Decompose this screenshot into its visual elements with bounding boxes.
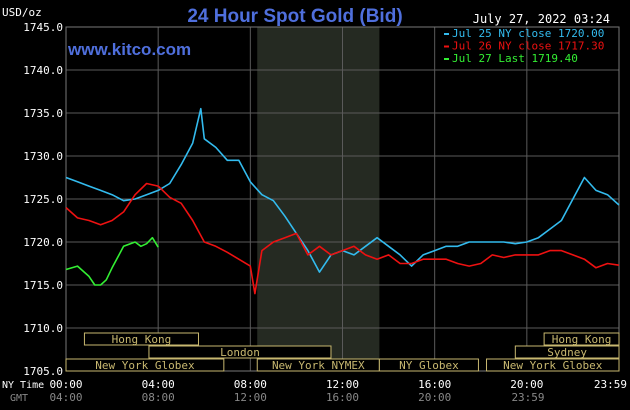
x-tick-label-gmt: 12:00: [234, 391, 267, 404]
x-tick-label-ny: 12:00: [326, 378, 359, 391]
session-label: Sydney: [547, 346, 587, 359]
session-bar: [65, 358, 225, 372]
session-bar: [543, 332, 620, 346]
legend-entry: Jul 27 Last 1719.40: [452, 52, 578, 65]
x-tick-label-gmt: 04:00: [49, 391, 82, 404]
legend-swatch: [444, 45, 449, 48]
session-label: NY Globex: [399, 359, 459, 372]
session-label: Hong Kong: [552, 333, 612, 346]
timestamp: July 27, 2022 03:24: [473, 12, 610, 26]
x-tick-label-ny: 23:59: [594, 378, 627, 391]
session-label: Hong Kong: [112, 333, 172, 346]
x-tick-label-gmt: 08:00: [142, 391, 175, 404]
session-bar: [486, 358, 620, 372]
y-tick-label: 1705.0: [23, 365, 63, 378]
legend-entry: Jul 25 NY close 1720.00: [452, 27, 604, 40]
y-tick-label: 1740.0: [23, 64, 63, 77]
x-tick-label-gmt: 20:00: [418, 391, 451, 404]
legend-swatch: [444, 58, 449, 60]
x-tick-label-gmt: 23:59: [511, 391, 544, 404]
series-lines: [65, 107, 620, 295]
session-bars: Hong Kong London New York Globex New York N…: [65, 332, 620, 372]
session-label: New York Globex: [503, 359, 603, 372]
x-tick-labels: 00:00 04:00 08:00 12:00 16:00 20:00 23:5904:00…: [49, 378, 627, 404]
x-tick-label-ny: 00:00: [49, 378, 82, 391]
x-tick-label-ny: 04:00: [142, 378, 175, 391]
legend-swatch: [444, 33, 449, 35]
series-line: [65, 182, 620, 295]
series-line: [65, 236, 159, 286]
y-tick-label: 1720.0: [23, 236, 63, 249]
legend-entry: Jul 26 NY close 1717.30: [452, 40, 604, 53]
y-tick-labels: 1745.0 1740.0 1735.0 1730.0 1725.0 1720.0 1715…: [23, 21, 63, 378]
y-axis-label: USD/oz: [2, 6, 42, 19]
x-tick-label-ny: 08:00: [234, 378, 267, 391]
y-tick-label: 1735.0: [23, 107, 63, 120]
y-tick-label: 1710.0: [23, 322, 63, 335]
y-tick-label: 1725.0: [23, 193, 63, 206]
y-tick-label: 1715.0: [23, 279, 63, 292]
grid-lines: [65, 26, 620, 372]
chart-title: 24 Hour Spot Gold (Bid): [187, 6, 402, 27]
session-label: New York NYMEX: [272, 359, 365, 372]
session-bar: [148, 345, 332, 359]
x-row-label-ny: NY Time: [2, 380, 44, 391]
x-row-label-gmt: GMT: [10, 393, 28, 404]
x-tick-label-ny: 20:00: [510, 378, 543, 391]
session-bar: [83, 332, 199, 346]
session-bar: [378, 358, 479, 372]
x-tick-label-gmt: 16:00: [326, 391, 359, 404]
watermark: www.kitco.com: [67, 40, 191, 59]
session-label: New York Globex: [95, 359, 195, 372]
y-tick-label: 1730.0: [23, 150, 63, 163]
session-label: London: [220, 346, 260, 359]
x-tick-label-ny: 16:00: [418, 378, 451, 391]
y-tick-label: 1745.0: [23, 21, 63, 34]
session-bar: [514, 345, 620, 359]
